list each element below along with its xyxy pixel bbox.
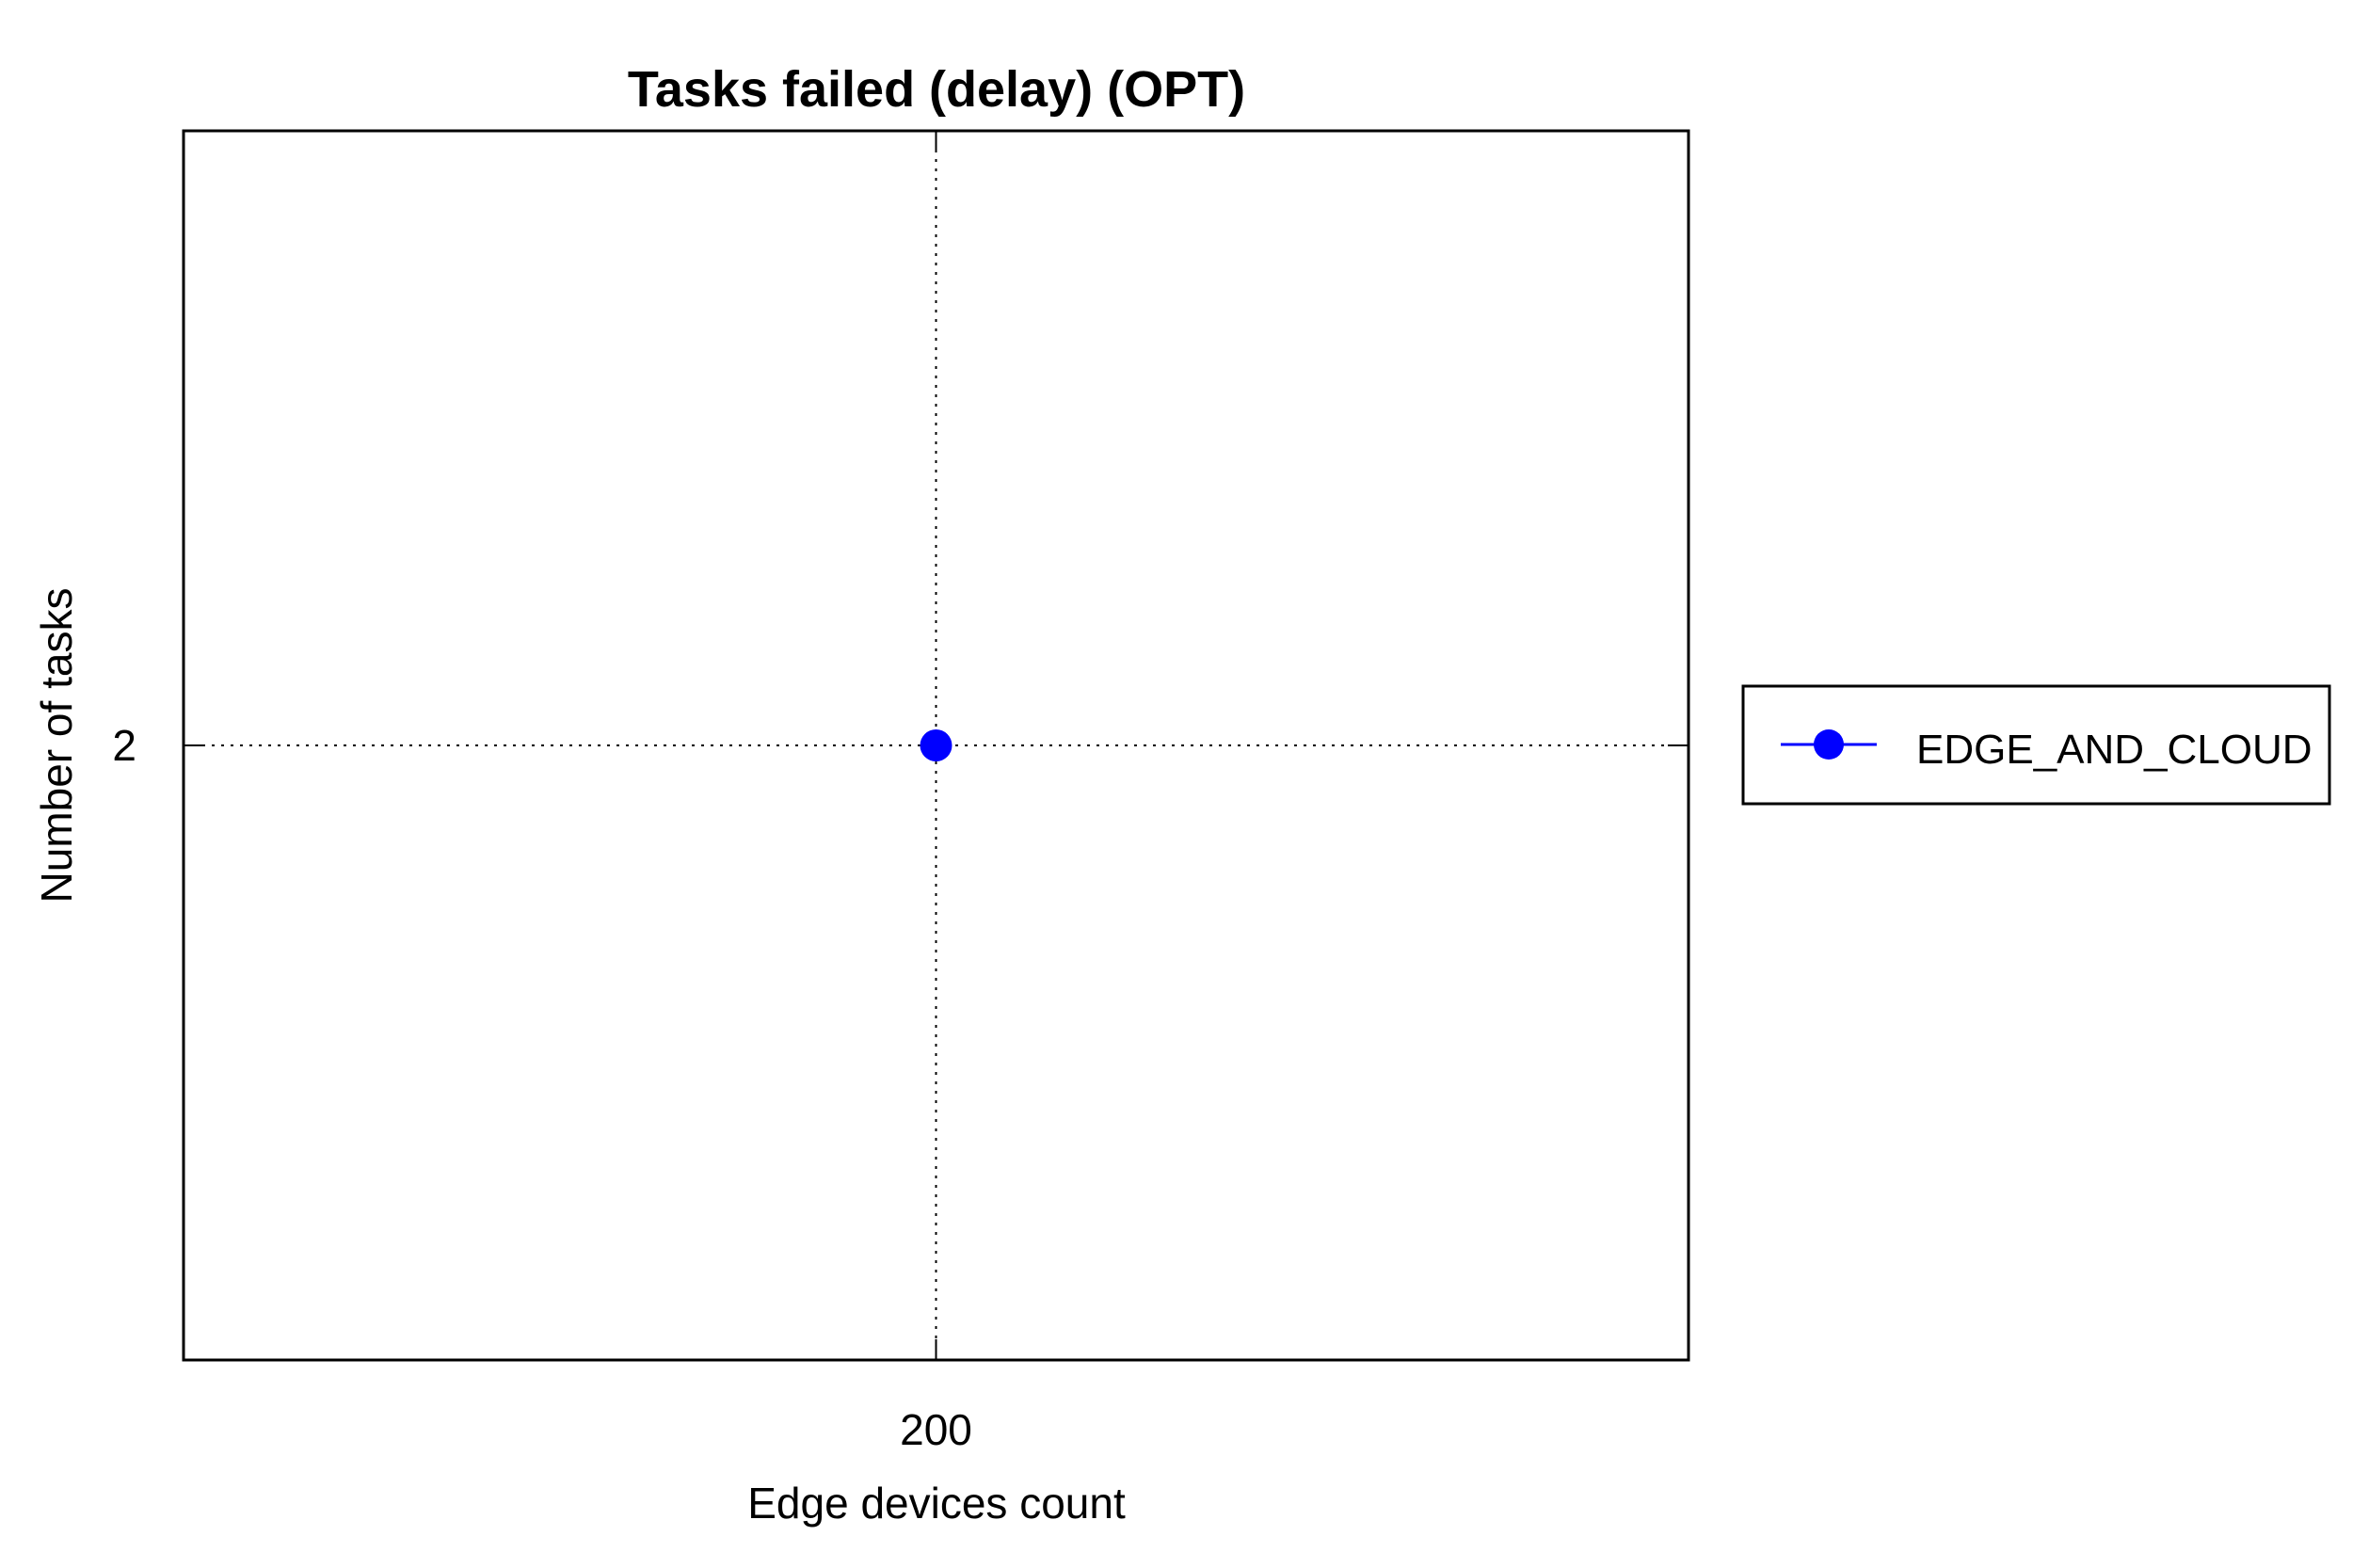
- x-tick-label: 200: [900, 1405, 972, 1454]
- y-tick-label: 2: [112, 721, 136, 770]
- axis-ticks: [184, 131, 1689, 1360]
- data-point: [920, 729, 952, 761]
- x-axis-label: Edge devices count: [747, 1479, 1126, 1528]
- x-tick-labels: 200: [900, 1405, 972, 1454]
- legend-marker-edge-and-cloud: [1814, 729, 1844, 760]
- chart-title: Tasks failed (delay) (OPT): [628, 61, 1245, 118]
- series-layer: [920, 729, 952, 761]
- y-axis-label: Number of tasks: [32, 588, 81, 904]
- y-tick-labels: 2: [112, 721, 136, 770]
- legend-label-edge-and-cloud: EDGE_AND_CLOUD: [1916, 727, 2313, 773]
- legend: EDGE_AND_CLOUD: [1741, 684, 2331, 806]
- plot-area-frame: [182, 129, 1690, 1362]
